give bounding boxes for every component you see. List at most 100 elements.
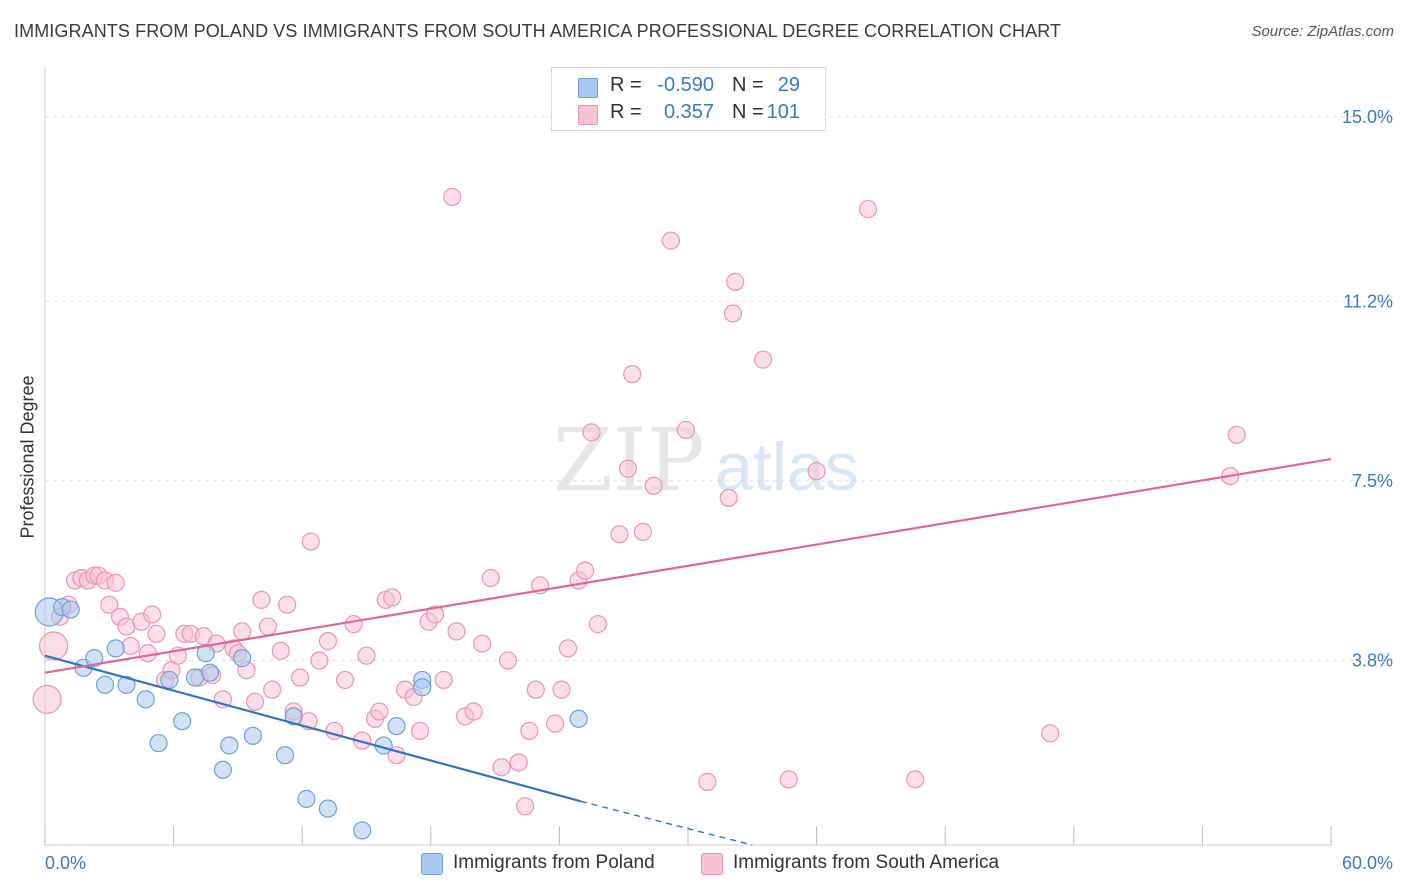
data-point-poland [85,649,104,668]
data-point-south-america [576,561,595,580]
legend-r-label: R = [610,101,642,123]
data-point-poland [353,821,372,840]
bottom-legend-label-poland: Immigrants from Poland [453,852,655,873]
data-point-south-america [498,651,518,670]
data-point-south-america [138,644,157,663]
data-point-south-america [301,532,320,551]
data-point-south-america [383,588,402,607]
data-point-poland [275,746,295,765]
bottom-legend-label-south-america: Immigrants from South America [733,852,1000,873]
data-point-poland [173,712,192,731]
data-point-south-america [357,646,376,665]
legend-r-label: R = [610,74,642,96]
data-point-poland [243,726,263,745]
data-point-south-america [546,714,565,733]
data-point-south-america [464,702,483,721]
data-point-south-america [263,680,282,699]
data-point-poland [220,736,239,755]
data-point-south-america [252,590,271,609]
data-point-south-america [719,488,738,508]
data-point-poland [136,690,155,709]
y-tick-label: 7.5% [1352,471,1393,491]
data-point-poland [213,760,232,779]
data-point-poland [95,675,115,694]
data-point-south-america [661,231,680,250]
series-south-america [32,187,1246,816]
data-point-poland [149,733,168,753]
legend-row-poland: R = -0.590 N = 29 [552,74,825,100]
data-point-south-america [258,617,278,636]
data-point-poland [569,709,588,728]
y-tick-label: 15.0% [1342,107,1393,127]
data-point-poland [387,716,406,736]
data-point-south-america [443,187,462,207]
x-tick-label: 0.0% [45,853,86,873]
data-point-south-america [516,797,535,816]
data-point-south-america [271,641,290,660]
data-point-poland [61,600,80,619]
data-point-poland [160,670,179,690]
data-point-south-america [318,632,338,651]
bottom-legend-swatch-south-america [701,853,723,875]
data-point-south-america [520,721,539,741]
y-axis-label: Professional Degree [17,375,38,539]
data-point-south-america [858,199,878,219]
data-point-south-america [588,615,608,634]
legend-swatch-poland [578,78,598,98]
data-point-south-america [779,770,798,789]
data-point-south-america [32,684,62,714]
watermark-atlas: atlas [715,429,859,505]
data-point-poland [284,707,303,726]
data-point-south-america [143,605,162,624]
data-point-poland [106,639,125,658]
data-point-south-america [370,702,389,721]
data-point-poland [318,799,338,818]
trend-line-south-america [44,457,1332,674]
legend-n-label: N = [732,101,764,123]
data-point-south-america [753,350,773,369]
data-point-south-america [100,595,119,614]
gridlines [45,116,1390,662]
data-point-poland [200,663,220,682]
data-point-south-america [526,680,545,699]
tick-labels: 3.8% 7.5% 11.2% 15.0% 0.0% 60.0% [45,107,1393,873]
data-point-south-america [610,525,629,544]
data-point-south-america [676,420,695,440]
legend-n-value: 101 [766,101,800,123]
data-point-south-america [509,753,528,772]
y-tick-label: 11.2% [1343,291,1393,311]
data-point-poland [185,668,205,687]
chart-source: Source: ZipAtlas.com [1251,23,1394,40]
data-point-south-america [434,670,453,690]
data-point-south-america [723,304,743,323]
data-point-south-america [644,476,663,495]
data-point-south-america [335,670,355,690]
axes [44,67,1332,846]
data-point-south-america [344,615,363,634]
data-point-south-america [233,622,252,641]
data-point-poland [117,675,136,694]
y-tick-label: 3.8% [1352,651,1393,671]
data-point-south-america [698,772,717,791]
data-point-south-america [633,522,653,541]
data-point-south-america [618,459,638,478]
data-point-south-america [121,636,140,656]
legend-r-value: 0.357 [663,101,714,123]
legend-row-south-america: R = 0.357 N = 101 [552,101,825,127]
data-point-south-america [425,605,445,624]
legend-swatch-south-america [578,105,598,125]
x-tick-label: 60.0% [1342,853,1393,873]
trend-lines [44,457,1332,846]
data-point-poland [233,649,252,668]
data-point-south-america [290,668,310,687]
trend-line-poland-extension [580,800,753,846]
data-point-south-america [147,624,166,643]
legend-n-label: N = [732,74,764,96]
data-point-south-america [106,573,125,592]
data-point-south-america [38,631,69,661]
bottom-legend-swatch-poland [421,853,443,875]
data-point-south-america [807,462,826,481]
data-point-south-america [278,595,297,614]
data-point-south-america [473,634,492,653]
